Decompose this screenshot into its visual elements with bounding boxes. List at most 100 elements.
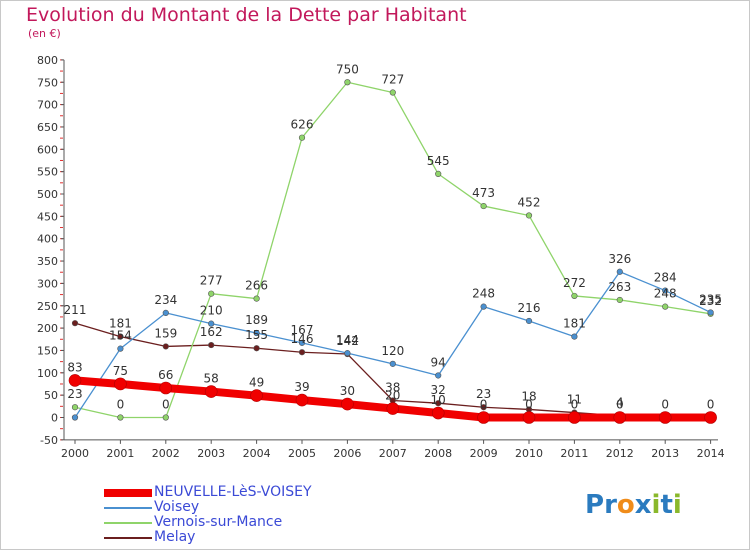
data-label-voisey: 94 [431,355,446,369]
y-tick-label: 300 [37,277,58,290]
data-label-vernois-sur-mance: 232 [699,294,722,308]
legend-swatch-neuvelle [104,489,152,497]
data-label-voisey: 167 [291,323,314,337]
data-label-vernois-sur-mance: 545 [427,154,450,168]
data-point-voisey [344,350,351,357]
x-tick-label: 2001 [106,447,134,460]
legend-swatch-vernois [104,522,152,524]
data-label-melay: 32 [431,383,446,397]
data-point-neuvelle-l-s-voisey [522,411,536,424]
data-label-voisey: 181 [563,317,586,331]
logo-letter: i [651,490,661,520]
y-tick-label: 550 [37,166,58,179]
data-label-melay: 211 [64,303,87,317]
data-label-melay: 181 [109,317,132,331]
x-tick-label: 2011 [560,447,588,460]
x-tick-label: 2012 [606,447,634,460]
legend-label-neuvelle: NEUVELLE-LèS-VOISEY [154,484,312,500]
data-label-voisey: 154 [109,329,132,343]
x-tick-label: 2007 [379,447,407,460]
data-label-vernois-sur-mance: 452 [518,195,541,209]
data-label-voisey: 234 [154,293,177,307]
data-label-melay: 23 [476,387,491,401]
x-tick-label: 2008 [424,447,452,460]
x-tick-label: 2009 [470,447,498,460]
data-point-vernois-sur-mance [480,202,487,210]
data-label-vernois-sur-mance: 23 [67,387,82,401]
data-label-vernois-sur-mance: 248 [654,287,677,301]
data-point-neuvelle-l-s-voisey [704,411,717,424]
y-tick-label: 750 [37,76,58,89]
data-label-voisey: 326 [608,252,631,266]
y-tick-label: 150 [37,344,58,357]
data-point-voisey [571,333,578,340]
data-label-voisey: 248 [472,287,495,301]
data-point-melay [480,404,487,411]
data-label-vernois-sur-mance: 266 [245,279,268,293]
data-point-neuvelle-l-s-voisey [204,385,218,398]
data-label-melay: 162 [200,325,223,339]
data-label-voisey: 120 [381,344,404,358]
data-point-vernois-sur-mance [344,79,351,86]
data-label-neuvelle-l-s-voisey: 0 [480,398,488,412]
data-label-melay: 4 [616,396,624,410]
y-tick-label: 0 [51,412,58,425]
data-point-voisey [616,268,623,275]
data-point-vernois-sur-mance [298,134,306,141]
data-point-melay [162,343,169,350]
data-point-melay [298,349,306,356]
data-label-neuvelle-l-s-voisey: 49 [249,376,264,390]
y-tick-label: 500 [37,188,58,201]
data-point-melay [117,333,124,340]
data-label-neuvelle-l-s-voisey: 0 [661,398,669,412]
data-label-vernois-sur-mance: 0 [162,398,170,412]
data-point-voisey [117,345,124,352]
data-point-vernois-sur-mance [435,170,442,177]
data-label-neuvelle-l-s-voisey: 10 [431,393,446,407]
data-label-melay: 18 [521,389,536,403]
data-point-neuvelle-l-s-voisey [431,406,445,420]
data-label-voisey: 216 [518,301,541,315]
data-label-neuvelle-l-s-voisey: 0 [707,398,715,412]
data-label-neuvelle-l-s-voisey: 75 [113,364,128,378]
data-point-voisey [298,339,306,346]
data-label-neuvelle-l-s-voisey: 58 [204,372,219,386]
data-label-voisey: 210 [200,304,223,318]
data-point-neuvelle-l-s-voisey [477,411,490,424]
logo-letter: x [634,490,652,520]
legend-swatch-voisey [104,507,152,509]
x-tick-label: 2013 [651,447,679,460]
data-point-vernois-sur-mance [662,303,669,310]
data-point-voisey [525,317,533,325]
legend-label-vernois: Vernois-sur-Mance [154,514,283,530]
x-tick-label: 2005 [288,447,316,460]
data-point-voisey [71,414,79,421]
data-label-vernois-sur-mance: 727 [381,73,404,87]
x-tick-label: 2002 [152,447,180,460]
x-tick-label: 2003 [197,447,225,460]
x-tick-label: 2014 [697,447,725,460]
data-point-voisey [253,329,260,337]
x-tick-label: 2004 [243,447,271,460]
axes: -500501001502002503003504004505005506006… [37,54,725,460]
y-tick-label: 600 [37,143,58,156]
y-tick-label: 650 [37,121,58,134]
y-tick-label: 100 [37,367,58,380]
data-point-vernois-sur-mance [571,292,578,300]
logo-letter: t [660,490,673,520]
data-label-melay: 142 [336,334,359,348]
data-label-melay: 38 [385,381,400,395]
data-point-voisey [662,287,669,294]
data-label-voisey: 284 [654,271,677,285]
data-label-vernois-sur-mance: 473 [472,186,495,200]
data-point-neuvelle-l-s-voisey [159,381,173,395]
legend-label-voisey: Voisey [154,499,200,515]
data-label-neuvelle-l-s-voisey: 0 [571,398,579,412]
series-lines [68,79,717,424]
data-label-melay: 155 [245,328,268,342]
y-tick-label: 700 [37,99,58,112]
data-point-neuvelle-l-s-voisey [658,411,672,424]
y-tick-label: 200 [37,322,58,335]
